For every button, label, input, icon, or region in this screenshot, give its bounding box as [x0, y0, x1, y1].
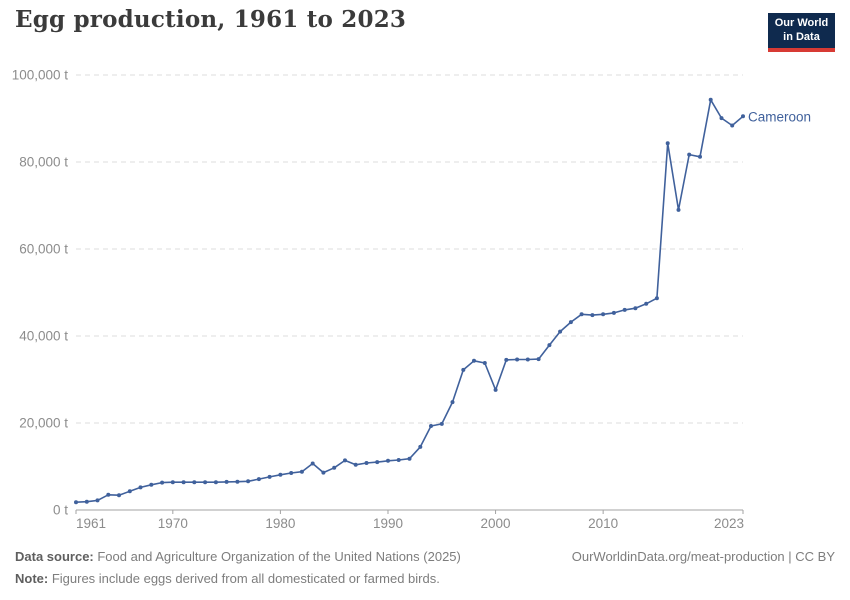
x-tick-label: 2010	[588, 516, 618, 531]
data-point[interactable]	[299, 469, 304, 474]
data-point[interactable]	[611, 310, 616, 315]
x-tick-label: 1970	[158, 516, 188, 531]
data-point[interactable]	[267, 474, 272, 479]
y-tick-label: 20,000 t	[19, 416, 68, 431]
data-point[interactable]	[95, 498, 100, 503]
data-point[interactable]	[364, 461, 369, 465]
data-point[interactable]	[472, 358, 476, 363]
data-point[interactable]	[418, 444, 423, 449]
data-point[interactable]	[127, 489, 132, 494]
y-tick-label: 40,000 t	[19, 329, 68, 344]
data-point[interactable]	[687, 152, 692, 157]
note-label: Note:	[15, 571, 49, 586]
data-point[interactable]	[482, 361, 487, 365]
x-tick-label: 1990	[373, 516, 403, 531]
data-point[interactable]	[192, 480, 197, 485]
data-source-text: Food and Agriculture Organization of the…	[93, 549, 461, 564]
x-tick-label: 1961	[76, 516, 106, 531]
data-point[interactable]	[74, 500, 78, 505]
data-point[interactable]	[622, 307, 627, 312]
data-point[interactable]	[289, 471, 294, 475]
owid-logo[interactable]: Our World in Data	[768, 13, 835, 52]
data-point[interactable]	[504, 357, 509, 362]
data-point[interactable]	[310, 461, 315, 466]
data-point[interactable]	[547, 343, 552, 348]
data-point[interactable]	[353, 462, 358, 467]
data-source-line: Data source: Food and Agriculture Organi…	[15, 546, 461, 568]
data-point[interactable]	[558, 329, 563, 334]
y-tick-label: 0 t	[53, 503, 68, 518]
data-point[interactable]	[396, 458, 401, 462]
data-point[interactable]	[439, 421, 444, 426]
data-point[interactable]	[590, 313, 595, 318]
data-point[interactable]	[321, 470, 326, 475]
page-title: Egg production, 1961 to 2023	[15, 6, 407, 33]
data-point[interactable]	[708, 97, 713, 102]
data-point[interactable]	[84, 499, 89, 504]
line-chart: 0 t 20,000 t 40,000 t 60,000 t 80,000 t 100,0…	[0, 0, 850, 545]
data-point[interactable]	[203, 480, 208, 485]
data-point[interactable]	[730, 123, 735, 128]
x-tick-label: 1980	[265, 516, 295, 531]
data-point[interactable]	[160, 480, 165, 485]
data-point[interactable]	[332, 465, 337, 470]
cameroon-series-line[interactable]	[75, 99, 744, 503]
data-point[interactable]	[568, 320, 573, 325]
y-tick-label: 80,000 t	[19, 155, 68, 170]
x-tick-label: 2000	[481, 516, 511, 531]
logo-line2: in Data	[783, 30, 820, 43]
footer-link[interactable]: OurWorldinData.org/meat-production | CC …	[571, 549, 835, 564]
data-point[interactable]	[117, 493, 121, 498]
data-point[interactable]	[654, 296, 659, 301]
footer-source-note: Data source: Food and Agriculture Organi…	[15, 546, 461, 590]
data-source-label: Data source:	[15, 549, 94, 564]
x-tick-label: 2023	[714, 516, 744, 531]
data-point[interactable]	[278, 472, 283, 477]
logo-line1: Our World	[774, 16, 829, 29]
data-point[interactable]	[224, 479, 229, 484]
data-point[interactable]	[665, 141, 670, 146]
data-point[interactable]	[170, 480, 175, 485]
entity-label[interactable]: Cameroon	[748, 109, 811, 124]
data-point[interactable]	[698, 154, 702, 159]
data-point[interactable]	[676, 207, 681, 212]
chart-canvas[interactable]: 0 t 20,000 t 40,000 t 60,000 t 80,000 t 100,0…	[0, 0, 850, 545]
data-point[interactable]	[644, 301, 649, 306]
data-point[interactable]	[386, 458, 390, 463]
data-point[interactable]	[235, 479, 240, 484]
data-point[interactable]	[493, 387, 498, 392]
data-point[interactable]	[536, 357, 541, 362]
data-point[interactable]	[138, 485, 143, 490]
data-point[interactable]	[525, 357, 530, 362]
data-point[interactable]	[106, 492, 111, 497]
data-point[interactable]	[256, 477, 261, 482]
data-point[interactable]	[461, 367, 466, 372]
data-point[interactable]	[719, 116, 724, 121]
data-point[interactable]	[375, 460, 380, 465]
data-point[interactable]	[450, 400, 455, 405]
data-point[interactable]	[181, 480, 186, 485]
data-point[interactable]	[633, 306, 638, 311]
data-point[interactable]	[149, 482, 154, 487]
data-point[interactable]	[246, 479, 251, 484]
data-point[interactable]	[429, 424, 433, 428]
note-line: Note: Figures include eggs derived from …	[15, 568, 461, 590]
y-tick-label: 60,000 t	[19, 242, 68, 257]
data-point[interactable]	[343, 458, 347, 463]
data-point[interactable]	[579, 312, 584, 317]
data-point[interactable]	[515, 357, 520, 362]
note-text: Figures include eggs derived from all do…	[48, 571, 440, 586]
data-point[interactable]	[213, 480, 218, 485]
data-point[interactable]	[601, 312, 606, 317]
data-point[interactable]	[407, 456, 412, 461]
y-tick-label: 100,000 t	[12, 68, 69, 83]
data-point[interactable]	[741, 114, 745, 119]
